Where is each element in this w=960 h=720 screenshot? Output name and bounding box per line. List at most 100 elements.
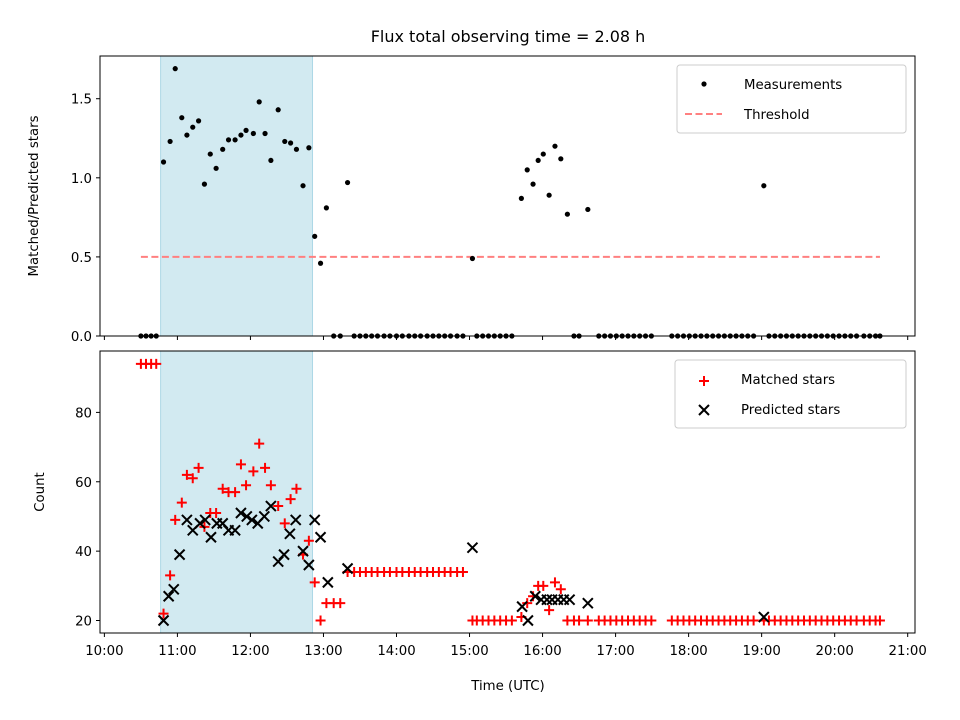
legend-measurements-label: Measurements [744,78,842,93]
predicted-star-point [246,514,258,526]
y-tick-label: 1.5 [71,93,92,108]
measurement-point [232,137,238,143]
matched-star-point [265,480,276,491]
x-tick-label: 16:00 [523,644,561,659]
matched-star-point [506,615,517,626]
matched-star-point [211,507,222,518]
measurement-point [558,156,564,162]
measurement-point [530,181,536,187]
predicted-star-point [758,611,770,623]
matched-star-point [291,483,302,494]
measurement-point [262,130,268,137]
matched-star-point [303,535,314,546]
matched-star-point [170,514,181,525]
matched-star-point [555,584,566,595]
x-tick-label: 15:00 [450,644,488,659]
observing-window-shade [160,55,314,337]
count-plot-frame [99,350,916,634]
measurement-point [282,138,288,145]
measurement-point [268,157,274,164]
predicted-star-point [541,593,553,606]
measurement-point [469,255,476,262]
predicted-star-point [529,590,541,602]
ratio-y-axis-label: Matched/Predicted stars [27,115,42,276]
ratio-legend: Measurements Threshold [676,64,907,134]
matched-star-point [874,615,885,626]
measurement-point [275,107,281,113]
x-tick-label: 18:00 [669,644,707,659]
predicted-star-point [563,593,576,606]
legend-matched-label: Matched stars [741,373,835,388]
predicted-star-point [241,510,253,523]
measurement-point [190,124,196,130]
measurement-point [172,66,178,72]
legend-predicted-label: Predicted stars [741,403,840,418]
matched-star-point [254,438,265,449]
measurement-point [238,132,244,138]
matched-star-point [176,497,187,508]
count-legend: Matched stars Predicted stars [674,359,907,429]
x-tick-label: 13:00 [304,644,342,659]
measurement-point [243,127,249,133]
x-tick-label: 21:00 [889,644,927,659]
matched-star-point [181,469,192,480]
predicted-star-point [258,510,271,523]
matched-star-point [315,615,326,626]
predicted-star-point [173,548,186,561]
ratio-plot-frame [99,55,916,337]
legend-measurements-marker [701,81,707,87]
matched-star-point [335,598,346,609]
legend-matched-marker [699,376,709,386]
matched-star-point [151,358,162,369]
measurement-point [256,99,262,105]
predicted-star-point [522,614,534,627]
matched-star-point [457,566,468,577]
legend-predicted-marker [698,404,710,416]
matched-star-point [230,487,241,498]
predicted-star-point [516,600,528,613]
x-tick-label: 12:00 [231,644,269,659]
measurement-point [585,206,591,213]
measurement-point [564,211,570,217]
measurement-point [761,183,767,189]
matched-star-point [574,615,585,626]
matched-star-point [646,615,657,626]
x-tick-label: 17:00 [596,644,634,659]
measurement-point [300,183,306,189]
predicted-star-point [229,524,241,537]
measurement-point [213,165,219,171]
predicted-star-point [194,517,206,530]
matched-star-point [285,494,296,505]
predicted-star-point [303,559,315,571]
y-tick-label: 40 [75,545,92,560]
measurement-point [306,145,312,151]
matched-star-point [235,459,246,470]
count-panel: 20 40 60 80 10:00 11:00 12:00 13:00 14:00 15:00 1… [33,350,927,694]
predicted-star-point [199,514,211,526]
matched-star-point [538,580,549,591]
legend-threshold-label: Threshold [743,108,810,123]
y-tick-label: 80 [75,406,92,421]
measurement-point [518,195,524,201]
predicted-star-point [168,583,180,596]
predicted-star-point [290,514,302,526]
predicted-star-point [284,528,296,540]
measurement-point [540,151,546,157]
count-y-axis-label: Count [33,472,48,512]
predicted-star-point [205,531,217,543]
y-tick-label: 0.5 [71,251,92,266]
predicted-star-point [314,531,327,543]
y-tick-label: 20 [75,615,92,630]
measurement-point [288,140,294,146]
ratio-legend-box [676,64,907,134]
measurement-point [195,118,202,124]
matched-star-point [241,480,252,491]
matched-star-point [582,615,593,626]
x-axis-label: Time (UTC) [470,679,545,694]
measurement-point [546,192,552,198]
measurement-point [552,143,558,149]
matched-star-point [309,577,320,588]
y-tick-label: 60 [75,476,92,491]
predicted-star-point [157,614,170,627]
